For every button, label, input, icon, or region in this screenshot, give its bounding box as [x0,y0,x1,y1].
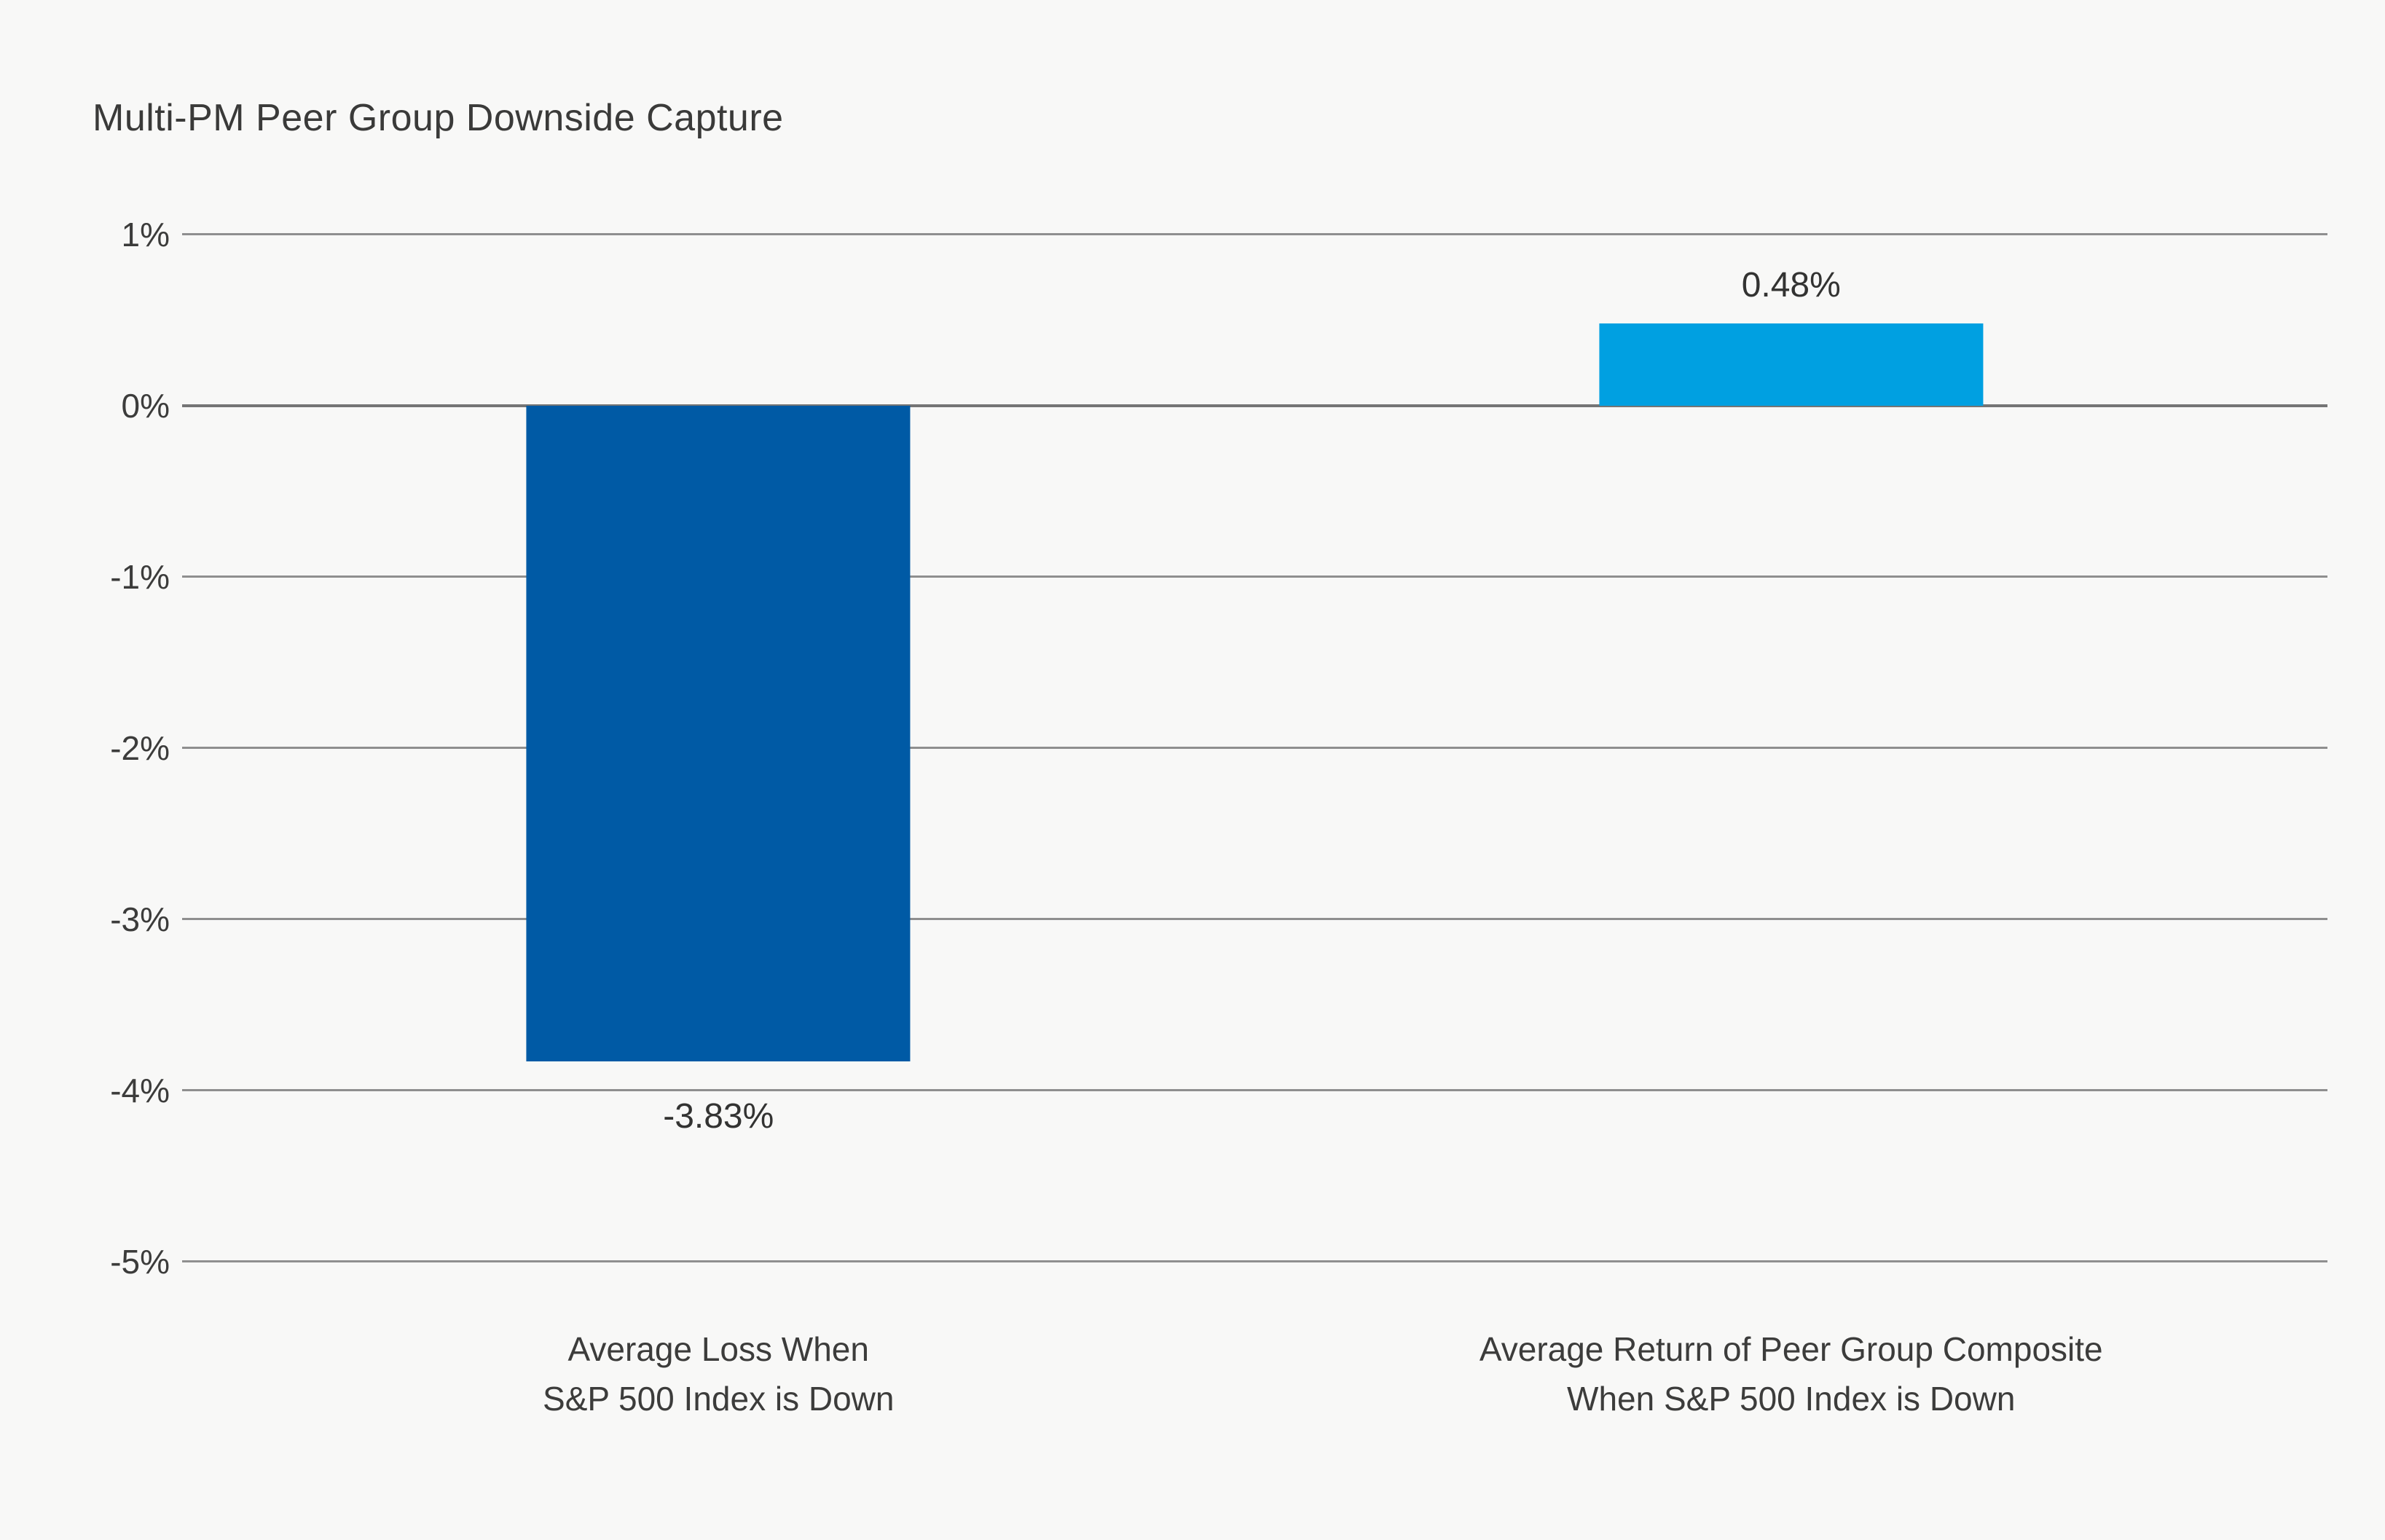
x-category-label: Average Return of Peer Group Composite W… [1479,1330,2103,1418]
y-tick-label: -4% [110,1072,170,1109]
zero-gridline [182,404,2327,407]
x-category-label: Average Loss When S&P 500 Index is Down [543,1330,895,1418]
gridline [182,1260,2327,1262]
gridline [182,747,2327,749]
bar-2 [1599,323,1984,406]
gridline [182,1089,2327,1091]
gridline [182,233,2327,235]
y-tick-label: 1% [121,216,170,254]
gridline [182,917,2327,920]
x-axis-category-labels: Average Loss When S&P 500 Index is Down A… [182,1324,2327,1423]
chart-title: Multi-PM Peer Group Downside Capture [93,97,784,139]
y-tick-label: -5% [110,1243,170,1281]
plot-area: 1% 0% -1% -2% -3% -4% -5% -3.83% 0.48% [110,218,2327,1278]
bar-1 [526,406,911,1062]
y-tick-label: -1% [110,558,170,596]
y-tick-label: 0% [121,387,170,425]
y-tick-label: -3% [110,900,170,938]
gridline [182,575,2327,578]
bar-value-label: -3.83% [663,1097,774,1136]
y-tick-label: -2% [110,729,170,767]
bar-value-label: 0.48% [1741,266,1841,305]
